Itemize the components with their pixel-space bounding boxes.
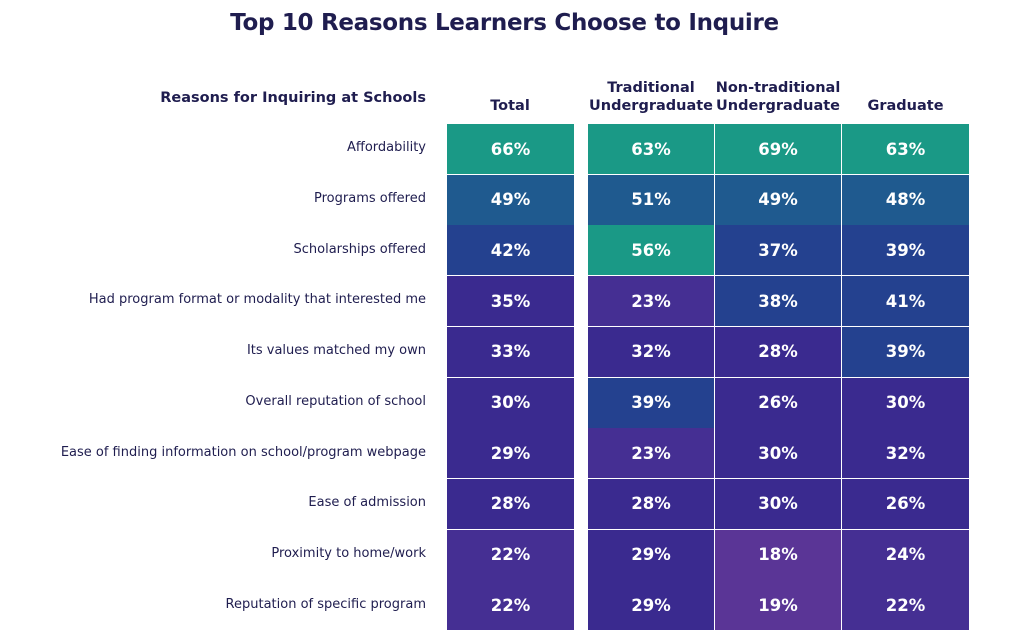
table-cell: 23% xyxy=(588,428,715,480)
table-cell: 28% xyxy=(447,478,574,530)
table-cell: 22% xyxy=(842,580,969,631)
table-cell: 30% xyxy=(715,428,842,480)
table-cell: 39% xyxy=(842,225,969,277)
table-cell: 42% xyxy=(447,225,574,277)
table-cell: 28% xyxy=(715,326,842,378)
table-cell: 24% xyxy=(842,529,969,581)
table-cell: 49% xyxy=(715,174,842,226)
table-cell: 30% xyxy=(715,478,842,530)
table-cell: 35% xyxy=(447,276,574,328)
column-header-line: Undergraduate xyxy=(588,98,714,114)
column-header-traditional-undergraduate: Traditional Undergraduate xyxy=(588,79,714,115)
row-label: Ease of admission xyxy=(308,495,426,511)
table-cell: 51% xyxy=(588,174,715,226)
row-label: Ease of finding information on school/pr… xyxy=(60,444,426,460)
table-cell: 23% xyxy=(588,276,715,328)
table-cell: 69% xyxy=(715,124,842,175)
column-header-line: Non-traditional xyxy=(715,80,841,96)
row-label: Affordability xyxy=(346,140,426,156)
table-cell: 18% xyxy=(715,529,842,581)
table-cell: 63% xyxy=(842,124,969,175)
row-label: Its values matched my own xyxy=(246,343,426,359)
table-cell: 26% xyxy=(842,478,969,530)
column-header-line: Undergraduate xyxy=(715,98,841,114)
table-cell: 30% xyxy=(447,377,574,429)
table-cell: 28% xyxy=(588,478,715,530)
row-label: Programs offered xyxy=(314,191,426,207)
table-cell: 32% xyxy=(842,428,969,480)
chart-title: Top 10 Reasons Learners Choose to Inquir… xyxy=(230,10,779,36)
table-cell: 41% xyxy=(842,276,969,328)
table-cell: 37% xyxy=(715,225,842,277)
row-label: Had program format or modality that inte… xyxy=(88,292,426,308)
table-cell: 63% xyxy=(588,124,715,175)
row-header: Reasons for Inquiring at Schools xyxy=(160,90,426,106)
column-header-line: Traditional xyxy=(607,80,695,96)
column-header-total: Total xyxy=(490,98,530,114)
table-cell: 56% xyxy=(588,225,715,277)
table-cell: 22% xyxy=(447,529,574,581)
table-cell: 66% xyxy=(447,124,574,175)
table-cell: 29% xyxy=(588,529,715,581)
table-cell: 30% xyxy=(842,377,969,429)
column-header-graduate: Graduate xyxy=(867,98,944,114)
row-label: Proximity to home/work xyxy=(271,545,426,561)
table-cell: 22% xyxy=(447,580,574,631)
row-label: Reputation of specific program xyxy=(225,596,426,612)
table-cell: 48% xyxy=(842,174,969,226)
table-cell: 26% xyxy=(715,377,842,429)
table-cell: 29% xyxy=(447,428,574,480)
table-cell: 19% xyxy=(715,580,842,631)
table-cell: 39% xyxy=(842,326,969,378)
column-header-non-traditional-undergraduate: Non-traditional Undergraduate xyxy=(715,79,841,115)
table-cell: 33% xyxy=(447,326,574,378)
table-cell: 29% xyxy=(588,580,715,631)
row-label: Overall reputation of school xyxy=(245,393,426,409)
row-label: Scholarships offered xyxy=(293,241,426,257)
table-cell: 49% xyxy=(447,174,574,226)
table-cell: 38% xyxy=(715,276,842,328)
table-cell: 32% xyxy=(588,326,715,378)
table-cell: 39% xyxy=(588,377,715,429)
